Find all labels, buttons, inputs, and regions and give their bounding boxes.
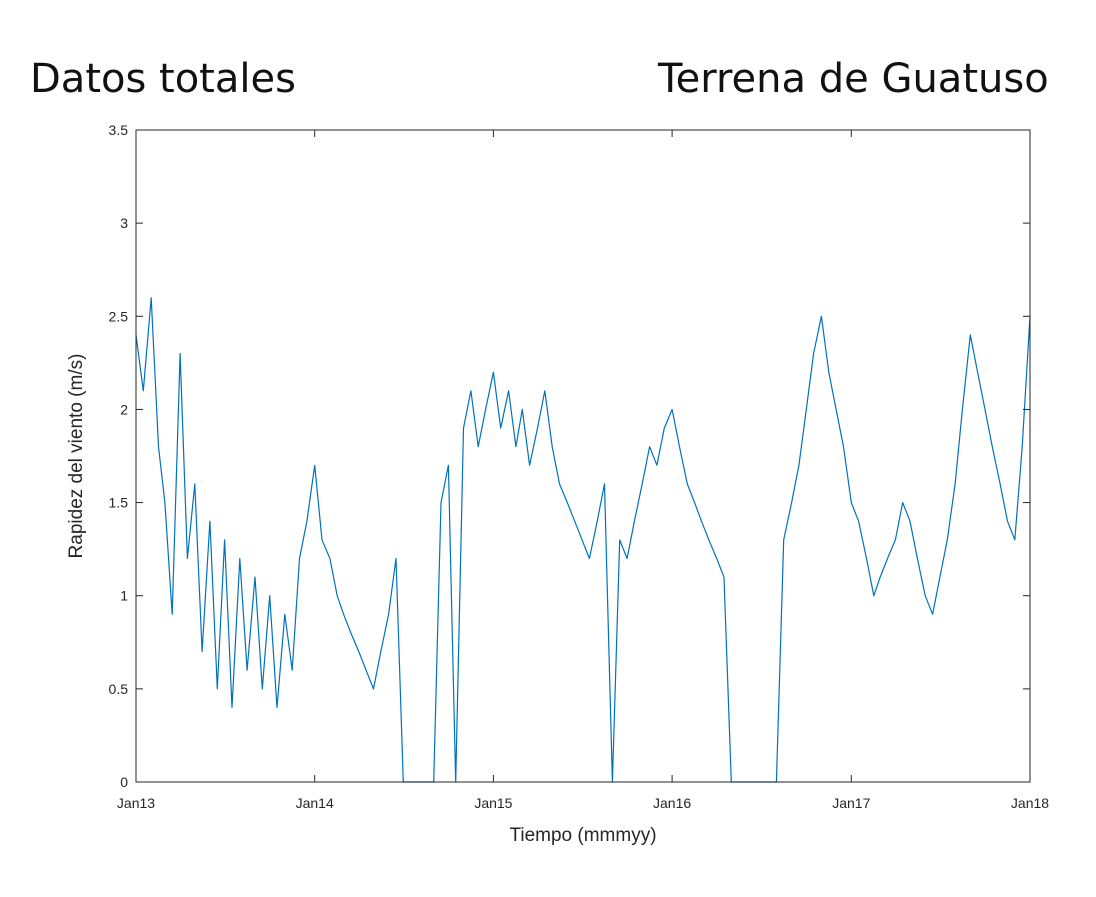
plot-frame	[135, 129, 1031, 783]
x-axis-label: Tiempo (mmmyy)	[509, 825, 656, 846]
y-tick-label: 3	[120, 215, 128, 231]
x-axis: Jan13 Jan14 Jan15 Jan16 Jan17 Jan18	[117, 130, 1049, 811]
y-axis: 0 0.5 1 1.5 2 2.5 3 3.5	[109, 122, 1030, 790]
series-line	[135, 297, 1031, 783]
y-tick-label: 2.5	[109, 308, 129, 324]
x-tick-label: Jan15	[474, 795, 512, 811]
x-tick-label: Jan14	[296, 795, 334, 811]
y-tick-label: 0.5	[109, 681, 129, 697]
right-title: Terrena de Guatuso	[658, 56, 1049, 102]
plot-area	[135, 297, 1031, 783]
y-tick-label: 2	[120, 401, 128, 417]
y-axis-label: Rapidez del viento (m/s)	[66, 354, 87, 559]
x-tick-label: Jan17	[832, 795, 870, 811]
y-tick-label: 3.5	[109, 122, 129, 138]
x-tick-label: Jan18	[1011, 795, 1049, 811]
left-title: Datos totales	[30, 56, 296, 102]
y-tick-label: 0	[120, 774, 128, 790]
x-tick-label: Jan16	[653, 795, 691, 811]
y-tick-label: 1	[120, 588, 128, 604]
x-tick-label: Jan13	[117, 795, 155, 811]
y-tick-label: 1.5	[109, 495, 129, 511]
